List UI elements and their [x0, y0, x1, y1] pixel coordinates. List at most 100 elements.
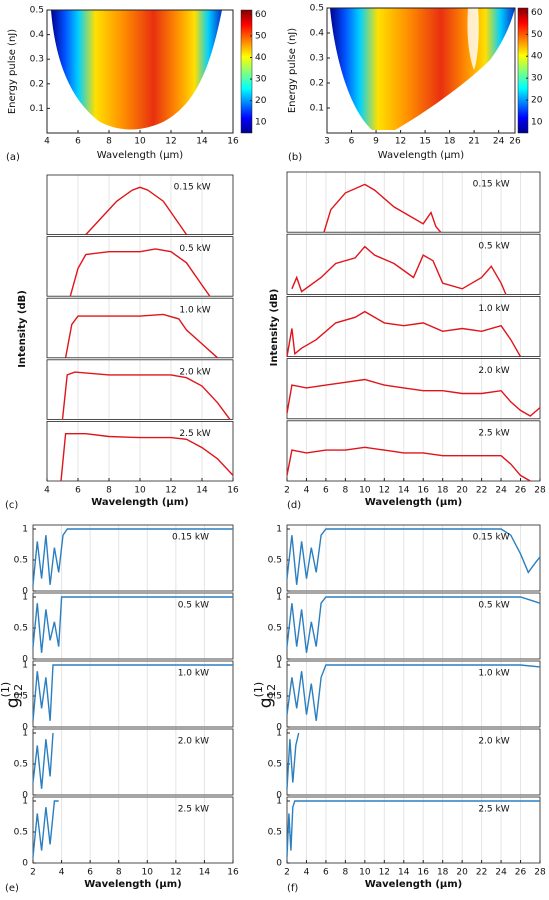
- y-tick-label: 0.4: [30, 30, 45, 40]
- y-tick-label: 0: [276, 791, 282, 801]
- subplot-frame: [286, 171, 541, 233]
- x-tick-label: 21: [468, 137, 479, 147]
- power-label: 2.0 kW: [478, 366, 509, 376]
- power-label: 0.15 kW: [174, 183, 211, 193]
- colorbar-tick-label: 60: [531, 8, 543, 18]
- x-tick-label: 14: [196, 137, 208, 147]
- y-axis-title: g(1)12: [0, 682, 25, 708]
- x-tick-label: 8: [343, 868, 349, 878]
- y-axis-title: g(1)12: [252, 682, 278, 708]
- x-tick-label: 4: [44, 486, 50, 496]
- power-label: 2.0 kW: [179, 367, 210, 377]
- x-tick-label: 28: [534, 868, 546, 878]
- x-tick-label: 18: [444, 137, 456, 147]
- x-axis-title: Wavelength (µm): [365, 497, 463, 508]
- y-axis-title-sup: (1): [0, 682, 12, 698]
- power-label: 2.5 kW: [178, 805, 209, 815]
- x-tick-label: 2: [30, 868, 36, 878]
- plot-frame: [326, 7, 516, 134]
- power-label: 1.0 kW: [178, 669, 209, 679]
- subplot-frame: [286, 420, 541, 482]
- colorbar-tick-label: 40: [531, 52, 543, 62]
- y-tick-label: 1: [276, 525, 282, 535]
- x-tick-label: 26: [515, 868, 527, 878]
- y-tick-label: 0.1: [310, 104, 324, 114]
- colorbar-tick-label: 10: [531, 118, 543, 128]
- spectrum-line: [32, 800, 59, 857]
- power-label: 0.15 kW: [172, 533, 209, 543]
- y-tick-label: 0.5: [14, 760, 28, 770]
- panel-label: (f): [287, 883, 298, 894]
- x-tick-label: 12: [379, 868, 390, 878]
- x-tick-label: 9: [373, 137, 379, 147]
- x-tick-label: 6: [87, 868, 93, 878]
- x-tick-label: 15: [419, 137, 430, 147]
- subplot-frame: [286, 592, 541, 660]
- subplot-frame: [32, 524, 234, 592]
- colorbar: [240, 9, 253, 134]
- x-tick-label: 12: [395, 137, 406, 147]
- x-tick-label: 16: [227, 486, 239, 496]
- power-label: 0.5 kW: [478, 601, 509, 611]
- panel-label: (d): [287, 500, 301, 511]
- subplot-frame: [286, 358, 541, 420]
- panel-label: (a): [6, 152, 20, 163]
- x-tick-label: 22: [476, 868, 487, 878]
- x-tick-label: 2: [284, 868, 290, 878]
- y-axis-title-base: g: [3, 697, 23, 708]
- x-tick-label: 14: [398, 868, 410, 878]
- y-tick-label: 0.5: [268, 692, 282, 702]
- x-axis-title: Wavelength (µm): [365, 879, 463, 890]
- x-tick-label: 18: [437, 868, 449, 878]
- x-tick-label: 10: [359, 868, 371, 878]
- colorbar-tick-label: 20: [255, 96, 267, 106]
- y-tick-label: 0.4: [310, 29, 325, 39]
- x-tick-label: 24: [495, 868, 507, 878]
- subplot-frame: [46, 174, 234, 235]
- y-tick-label: 0: [276, 723, 282, 733]
- subplot-frame: [286, 233, 541, 295]
- power-label: 0.5 kW: [179, 244, 210, 254]
- spectrum-line: [286, 664, 541, 721]
- y-tick-label: 0.5: [268, 624, 282, 634]
- spectrum-line: [286, 800, 540, 857]
- power-label: 2.5 kW: [478, 805, 509, 815]
- x-tick-label: 10: [134, 137, 146, 147]
- spectrum-line: [60, 433, 234, 482]
- spectrum-line: [32, 596, 233, 653]
- subplot-frame: [286, 728, 541, 796]
- x-tick-label: 16: [227, 868, 239, 878]
- colorbar: [517, 7, 529, 134]
- x-tick-label: 10: [142, 868, 154, 878]
- y-tick-label: 0: [276, 587, 282, 597]
- y-axis-title-sub: 12: [265, 684, 278, 698]
- x-tick-label: 6: [323, 486, 329, 496]
- subplot-frame: [286, 796, 541, 864]
- x-tick-label: 12: [165, 137, 176, 147]
- y-tick-label: 0: [22, 791, 28, 801]
- x-tick-label: 4: [44, 137, 50, 147]
- spectrum-line: [32, 664, 233, 721]
- y-axis-title: Intensity (dB): [269, 289, 280, 367]
- spectrum-line: [61, 371, 231, 420]
- x-tick-label: 14: [196, 486, 208, 496]
- spectrum-line: [286, 378, 541, 417]
- subplot-frame: [32, 592, 234, 660]
- panel-label: (e): [5, 883, 19, 894]
- y-tick-label: 0.5: [14, 624, 28, 634]
- x-axis-title: Wavelength (µm): [378, 150, 465, 161]
- colorbar-tick-label: 10: [255, 118, 267, 128]
- power-label: 0.5 kW: [478, 242, 509, 252]
- spectrum-line: [286, 310, 522, 357]
- y-tick-label: 0.2: [30, 79, 44, 89]
- y-tick-label: 0: [276, 655, 282, 665]
- heatmap-region: [51, 10, 222, 130]
- spectrum-line: [32, 732, 54, 789]
- x-tick-label: 24: [493, 137, 505, 147]
- power-label: 2.0 kW: [478, 737, 509, 747]
- x-tick-label: 8: [343, 486, 349, 496]
- y-axis-title: Energy pulse (nJ): [7, 29, 18, 114]
- colorbar-tick-label: 40: [255, 53, 267, 63]
- x-tick-label: 18: [437, 486, 449, 496]
- y-tick-label: 0: [22, 655, 28, 665]
